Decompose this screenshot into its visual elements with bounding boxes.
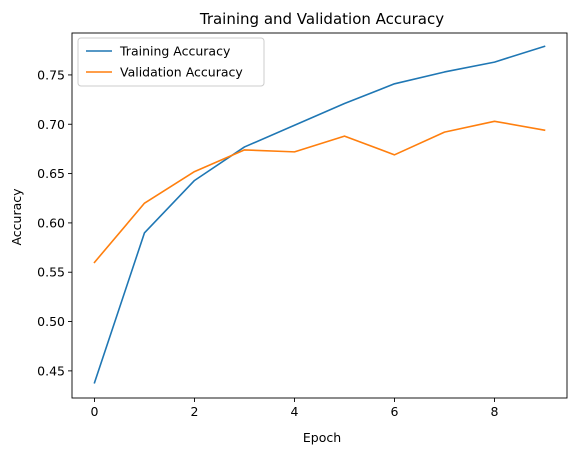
y-tick-label: 0.75: [37, 67, 65, 82]
y-tick-label: 0.45: [37, 363, 65, 378]
legend: Training Accuracy Validation Accuracy: [77, 37, 265, 87]
plot-area: 0 2 4 6 8 0.45 0.50 0.55 0.60 0.65 0.70 0.75: [37, 32, 568, 419]
legend-label-validation: Validation Accuracy: [120, 65, 243, 80]
chart-title: Training and Validation Accuracy: [199, 10, 444, 28]
y-tick-label: 0.55: [37, 265, 65, 280]
y-tick-label: 0.70: [37, 117, 65, 132]
series-line-validation: [93, 120, 546, 264]
x-tick-label: 2: [191, 404, 199, 419]
y-axis-label: Accuracy: [9, 188, 24, 246]
x-tick-label: 6: [391, 404, 399, 419]
y-tick-label: 0.60: [37, 215, 65, 230]
x-tick-label: 0: [91, 404, 99, 419]
x-tick-label: 8: [491, 404, 499, 419]
legend-label-training: Training Accuracy: [119, 44, 231, 59]
x-tick-label: 4: [291, 404, 299, 419]
legend-box: [77, 37, 265, 87]
x-axis-label: Epoch: [303, 430, 341, 445]
axes-frame: [71, 32, 568, 399]
y-tick-label: 0.50: [37, 314, 65, 329]
y-tick-label: 0.65: [37, 166, 65, 181]
series-line-training: [93, 45, 546, 384]
